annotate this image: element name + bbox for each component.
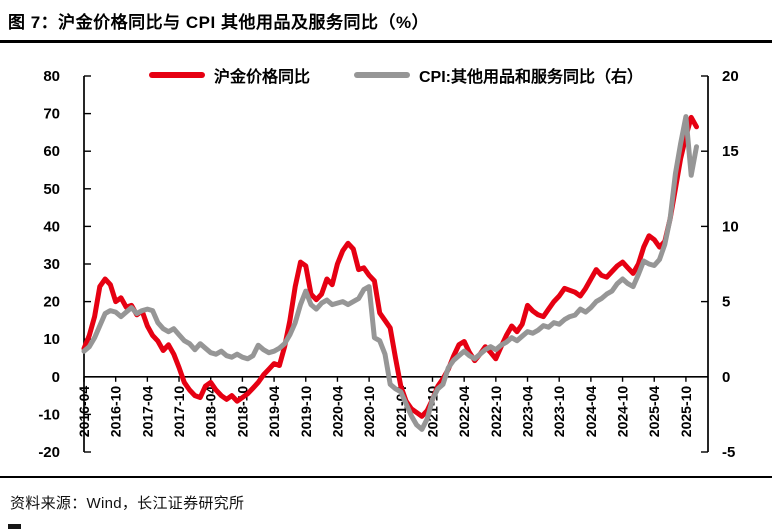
x-axis-tick-label: 2022-10	[488, 386, 504, 438]
cutoff-text-artifact	[8, 524, 21, 529]
right-axis-tick-label: 5	[722, 294, 730, 311]
cpi-yoy-line-series	[81, 114, 699, 432]
x-axis-tick-label: 2016-10	[108, 386, 124, 438]
x-axis-tick-label: 2021-10	[424, 386, 440, 438]
gold-yoy-line-series	[81, 114, 699, 419]
x-axis-tick-label: 2025-04	[646, 386, 662, 438]
legend-item-cpi-yoy: CPI:其他用品和服务同比（右）	[354, 63, 643, 87]
x-axis-tick-label: 2017-04	[139, 386, 155, 438]
left-axis-tick-label: 50	[43, 181, 60, 198]
source-note: 资料来源：Wind，长江证券研究所	[10, 495, 245, 512]
legend-label-cpi-yoy: CPI:其他用品和服务同比（右）	[419, 69, 644, 86]
left-axis-tick-label: 40	[43, 218, 60, 235]
legend-label-gold-yoy: 沪金价格同比	[213, 69, 310, 86]
x-axis-tick-label: 2020-04	[329, 386, 345, 438]
x-axis-tick-label: 2017-10	[171, 386, 187, 438]
right-axis-tick-label: 10	[722, 218, 739, 235]
cpi-series-line-swatch	[354, 72, 410, 78]
right-axis-tick-label: 15	[722, 143, 739, 160]
x-axis-tick-label: 2019-10	[298, 386, 314, 438]
left-axis-tick-label: 10	[43, 331, 60, 348]
figure-bottom-rule	[0, 476, 772, 478]
x-axis-tick-label: 2016-04	[76, 386, 92, 438]
x-axis-tick-label: 2019-04	[266, 386, 282, 438]
legend-item-gold-yoy: 沪金价格同比	[148, 63, 310, 87]
x-axis-tick-label: 2023-10	[551, 386, 567, 438]
figure-title: 图 7：沪金价格同比与 CPI 其他用品及服务同比（%）	[8, 13, 430, 32]
x-axis-tick-label: 2024-04	[583, 386, 599, 438]
right-axis-tick-label: 0	[722, 369, 730, 386]
left-axis-tick-label: 0	[52, 369, 60, 386]
x-axis-tick-label: 2025-10	[678, 386, 694, 438]
right-axis-tick-label: 20	[722, 68, 739, 85]
x-axis-tick-label: 2022-04	[456, 386, 472, 438]
left-axis-tick-label: 70	[43, 106, 60, 123]
x-axis-tick-label: 2023-04	[520, 386, 536, 438]
x-axis-tick-label: 2018-04	[203, 386, 219, 438]
left-axis-tick-label: 20	[43, 294, 60, 311]
left-axis-tick-label: 80	[43, 68, 60, 85]
title-divider-rule	[0, 40, 772, 43]
chart-legend: 沪金价格同比 CPI:其他用品和服务同比（右）	[84, 62, 708, 88]
left-axis-tick-label: 60	[43, 143, 60, 160]
right-axis-tick-label: -5	[722, 444, 735, 461]
left-axis-tick-label: 30	[43, 256, 60, 273]
x-axis-tick-label: 2024-10	[615, 386, 631, 438]
left-axis-tick-label: -10	[38, 406, 60, 423]
left-axis-tick-label: -20	[38, 444, 60, 461]
gold-series-line-swatch	[148, 72, 205, 78]
x-axis-tick-label: 2020-10	[361, 386, 377, 438]
